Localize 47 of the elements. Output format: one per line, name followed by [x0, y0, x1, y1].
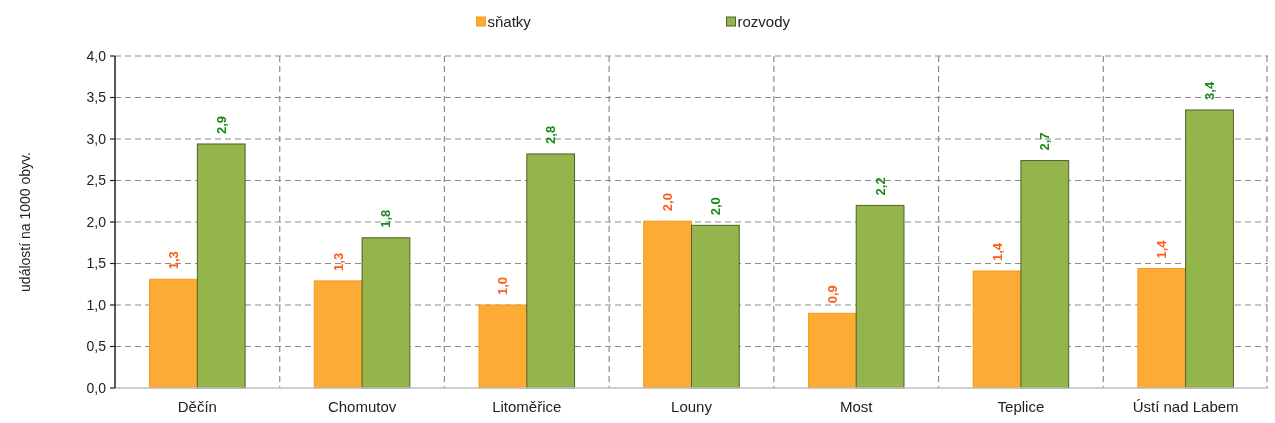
data-label: 2,7	[1037, 132, 1053, 151]
bar	[855, 204, 905, 389]
data-label: 3,4	[1202, 81, 1218, 100]
bar	[1020, 160, 1070, 389]
bar	[1137, 267, 1187, 389]
y-tick-label: 3,5	[86, 89, 107, 106]
bar	[807, 312, 857, 389]
bar	[478, 304, 528, 389]
legend-label: sňatky	[487, 13, 532, 31]
data-label: 2,9	[213, 115, 229, 134]
x-tick-label: Děčín	[177, 398, 217, 415]
y-tick-label: 4,0	[86, 47, 107, 64]
x-tick-label: Louny	[671, 398, 713, 415]
bar	[526, 153, 576, 389]
bar	[643, 220, 692, 389]
bar	[196, 143, 246, 389]
bar	[361, 237, 411, 389]
data-label: 1,3	[330, 252, 346, 271]
bar	[313, 280, 363, 389]
x-tick-label: Teplice	[997, 398, 1045, 415]
y-tick-label: 2,5	[86, 172, 107, 189]
bar	[972, 270, 1022, 389]
x-tick-label: Chomutov	[327, 398, 397, 415]
data-label: 2,0	[660, 193, 676, 212]
bar	[149, 278, 198, 389]
y-tick-label: 2,0	[86, 213, 107, 230]
data-label: 1,0	[495, 276, 511, 295]
y-tick-label: 1,0	[86, 296, 107, 313]
bar	[691, 224, 740, 389]
y-tick-label: 0,5	[86, 338, 107, 355]
data-label: 0,9	[824, 285, 840, 304]
y-tick-label: 3,0	[86, 130, 107, 147]
x-tick-label: Litoměřice	[492, 398, 562, 415]
x-tick-label: Ústí nad Labem	[1132, 398, 1239, 415]
data-label: 1,3	[165, 251, 181, 270]
data-label: 1,4	[989, 242, 1005, 261]
bar	[1185, 109, 1234, 389]
data-label: 2,0	[707, 197, 723, 216]
data-label: 2,2	[872, 177, 888, 196]
data-label: 2,8	[543, 125, 559, 144]
y-tick-label: 0,0	[86, 379, 107, 396]
data-label: 1,8	[378, 209, 394, 228]
y-tick-label: 1,5	[86, 255, 107, 272]
data-label: 1,4	[1154, 239, 1170, 259]
y-axis-title: událostí na 1000 obyv.	[17, 152, 33, 292]
legend-label: rozvody	[737, 13, 791, 31]
x-tick-label: Most	[839, 398, 874, 415]
